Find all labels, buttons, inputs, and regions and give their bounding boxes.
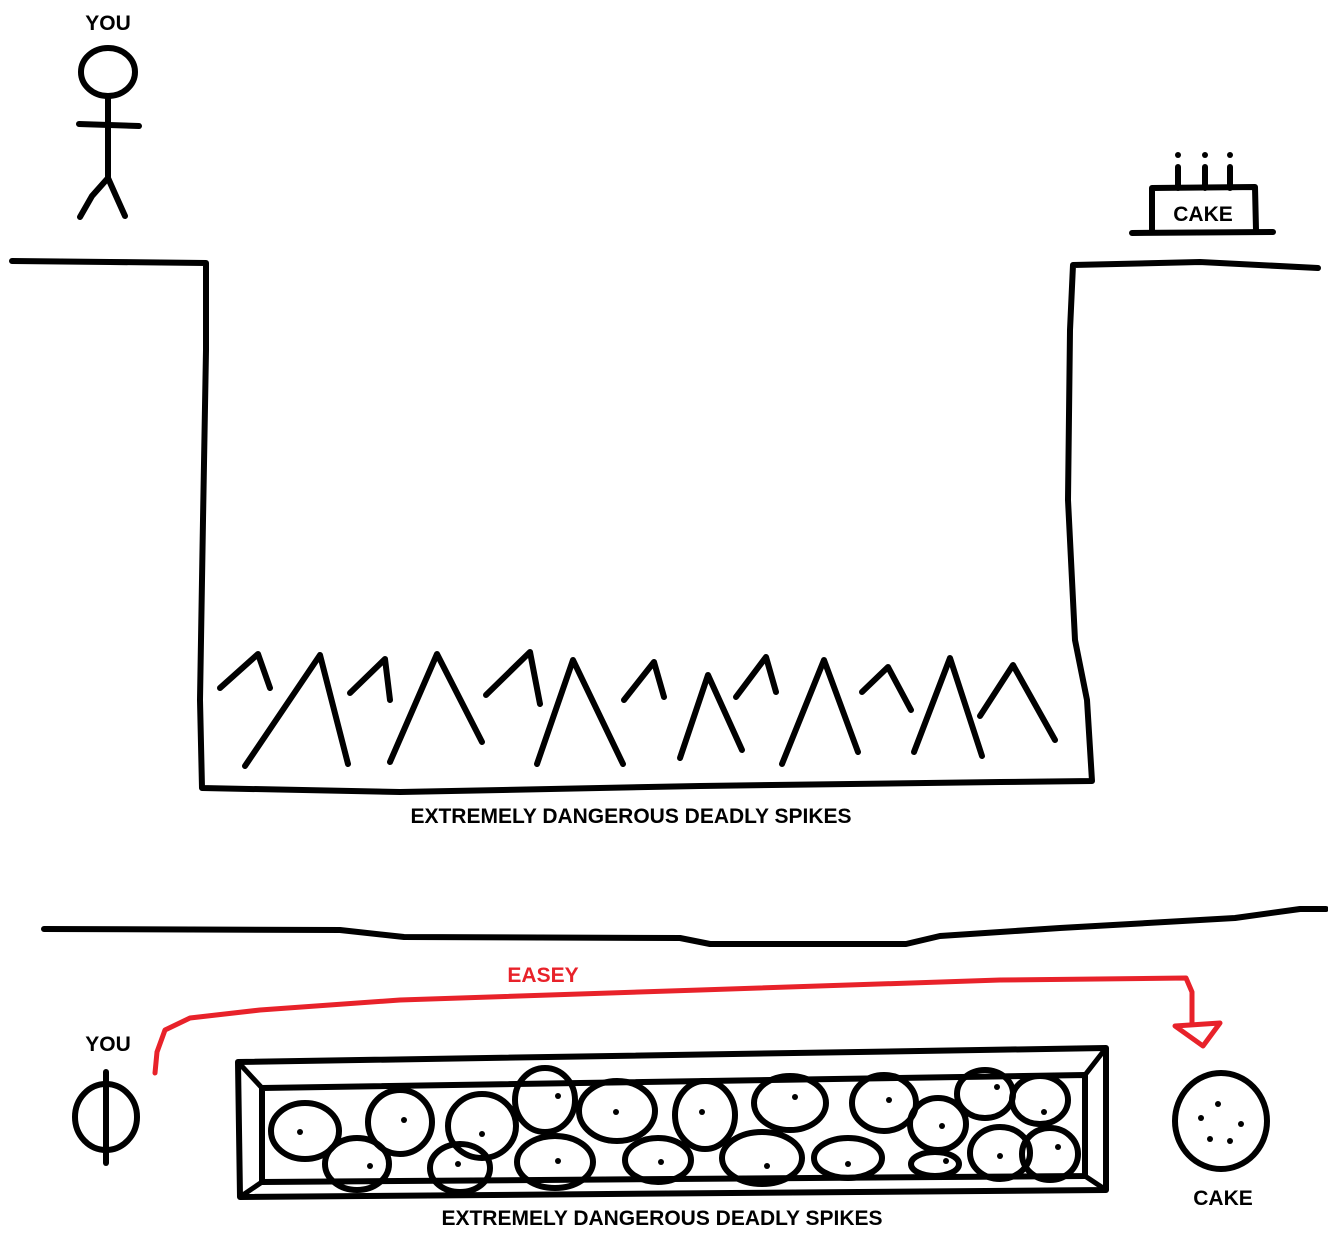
- spike-top: [445, 1091, 519, 1161]
- spike-top: [908, 1149, 962, 1179]
- top-down-cake: [1172, 1070, 1270, 1172]
- bottom-panel: EASEY YOU: [72, 964, 1270, 1230]
- spike-point: [555, 1158, 561, 1164]
- spike-point: [297, 1129, 303, 1135]
- top-down-player: [72, 1069, 140, 1166]
- spike: [677, 672, 745, 761]
- spike-point: [555, 1093, 561, 1099]
- easey-path: [152, 975, 1195, 1076]
- panel-divider: [41, 906, 1328, 947]
- spike: [483, 649, 543, 707]
- top-down-player-body: [72, 1081, 140, 1153]
- spike-point: [939, 1123, 945, 1129]
- spike: [217, 651, 273, 691]
- spike-point: [943, 1158, 949, 1164]
- spike-point: [994, 1084, 1000, 1090]
- spike-point: [367, 1163, 373, 1169]
- spike-top: [622, 1135, 694, 1185]
- stick-figure-arms: [76, 121, 142, 129]
- spike-top: [719, 1129, 805, 1187]
- top-down-cake-body: [1172, 1070, 1270, 1172]
- stick-figure-legs: [77, 175, 128, 220]
- spike-point: [699, 1109, 705, 1115]
- top-player-label: YOU: [85, 12, 131, 35]
- cake-table-line: [1129, 229, 1276, 236]
- easey-arrowhead: [1172, 1020, 1223, 1049]
- spike: [534, 657, 626, 767]
- trough-corner-edge: [235, 1059, 265, 1091]
- spike-top: [672, 1078, 738, 1152]
- spike-top: [1009, 1073, 1071, 1127]
- cake-candle-flame: [1227, 152, 1233, 158]
- spike-point: [764, 1163, 770, 1169]
- spike-point: [792, 1094, 798, 1100]
- spike-point: [658, 1159, 664, 1165]
- top-panel: YOU CAKE: [9, 12, 1321, 828]
- spike-top: [322, 1135, 392, 1193]
- spike-point: [886, 1097, 892, 1103]
- cake-sprinkle: [1198, 1115, 1204, 1121]
- spike: [911, 655, 985, 759]
- spike-top: [849, 1072, 919, 1134]
- trough-corner-edge: [1082, 1173, 1109, 1193]
- cake-sprinkle: [1238, 1121, 1244, 1127]
- spike: [977, 662, 1058, 743]
- trough-corner-edge: [1082, 1045, 1109, 1078]
- spike-top: [365, 1087, 435, 1157]
- bottom-spikes-label: EXTREMELY DANGEROUS DEADLY SPIKES: [441, 1207, 882, 1230]
- stick-figure-head: [78, 45, 138, 99]
- cake: CAKE: [1129, 152, 1276, 236]
- spike-top: [268, 1100, 342, 1162]
- spike: [387, 651, 485, 765]
- spike-point: [613, 1109, 619, 1115]
- cake-candle-flame: [1175, 152, 1181, 158]
- cake-sprinkle: [1215, 1101, 1221, 1107]
- spike-point: [455, 1161, 461, 1167]
- spike-point: [401, 1117, 407, 1123]
- spike-point: [1041, 1109, 1047, 1115]
- spikes: [217, 649, 1058, 769]
- cake-sprinkle: [1227, 1138, 1233, 1144]
- spike: [621, 659, 667, 703]
- spike-points: [297, 1084, 1061, 1169]
- spike-top: [514, 1133, 596, 1191]
- bottom-cake-label: CAKE: [1193, 1187, 1253, 1210]
- spike-point: [997, 1153, 1003, 1159]
- bottom-player-label: YOU: [85, 1033, 131, 1056]
- spike-trough: [235, 1045, 1109, 1200]
- spike-top: [1019, 1125, 1081, 1183]
- spike-point: [845, 1161, 851, 1167]
- spike-point: [1055, 1144, 1061, 1150]
- left-cliff-and-pit: [9, 258, 1321, 795]
- spike: [242, 652, 351, 769]
- spike: [733, 654, 779, 700]
- spike: [779, 657, 861, 767]
- stick-figure: [76, 45, 142, 220]
- spike-point: [479, 1131, 485, 1137]
- top-cake-label: CAKE: [1173, 203, 1233, 226]
- spike-top: [967, 1124, 1033, 1182]
- spike-top: [427, 1141, 493, 1195]
- spike-top: [751, 1073, 829, 1133]
- path-label: EASEY: [507, 964, 578, 987]
- spike: [859, 664, 914, 713]
- trough-corner-edge: [237, 1179, 265, 1200]
- cake-sprinkle: [1207, 1136, 1213, 1142]
- top-spikes-label: EXTREMELY DANGEROUS DEADLY SPIKES: [410, 805, 851, 828]
- spike-top: [576, 1078, 658, 1144]
- cake-candle-flame: [1202, 152, 1208, 158]
- spike-top: [811, 1135, 885, 1181]
- spike-top: [512, 1065, 578, 1135]
- spike: [347, 656, 393, 703]
